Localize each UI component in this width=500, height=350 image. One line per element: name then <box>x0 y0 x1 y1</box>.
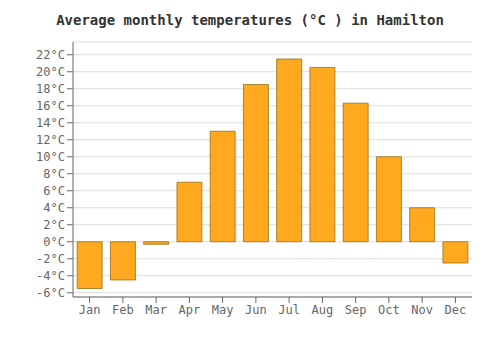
svg-text:Jan: Jan <box>79 303 101 317</box>
svg-text:2°C: 2°C <box>43 218 65 232</box>
svg-text:Aug: Aug <box>312 303 334 317</box>
svg-text:-6°C: -6°C <box>36 286 65 300</box>
svg-text:18°C: 18°C <box>36 82 65 96</box>
svg-text:16°C: 16°C <box>36 99 65 113</box>
svg-text:-2°C: -2°C <box>36 252 65 266</box>
svg-text:22°C: 22°C <box>36 48 65 62</box>
svg-text:Dec: Dec <box>445 303 467 317</box>
svg-text:4°C: 4°C <box>43 201 65 215</box>
svg-text:May: May <box>212 303 234 317</box>
html-text:Average monthly temperatures (: Average monthly temperatures (°C ) in Ha… <box>56 12 444 28</box>
svg-text:Apr: Apr <box>179 303 201 317</box>
svg-text:Feb: Feb <box>112 303 134 317</box>
svg-text:6°C: 6°C <box>43 184 65 198</box>
svg-text:Nov: Nov <box>411 303 433 317</box>
svg-text:Sep: Sep <box>345 303 367 317</box>
svg-text:Oct: Oct <box>378 303 400 317</box>
svg-text:-4°C: -4°C <box>36 269 65 283</box>
svg-text:0°C: 0°C <box>43 235 65 249</box>
svg-text:Jun: Jun <box>245 303 267 317</box>
svg-text:10°C: 10°C <box>36 150 65 164</box>
svg-text:Jul: Jul <box>278 303 300 317</box>
svg-text:8°C: 8°C <box>43 167 65 181</box>
svg-text:20°C: 20°C <box>36 65 65 79</box>
svg-text:Mar: Mar <box>145 303 167 317</box>
svg-text:14°C: 14°C <box>36 116 65 130</box>
svg-text:12°C: 12°C <box>36 133 65 147</box>
